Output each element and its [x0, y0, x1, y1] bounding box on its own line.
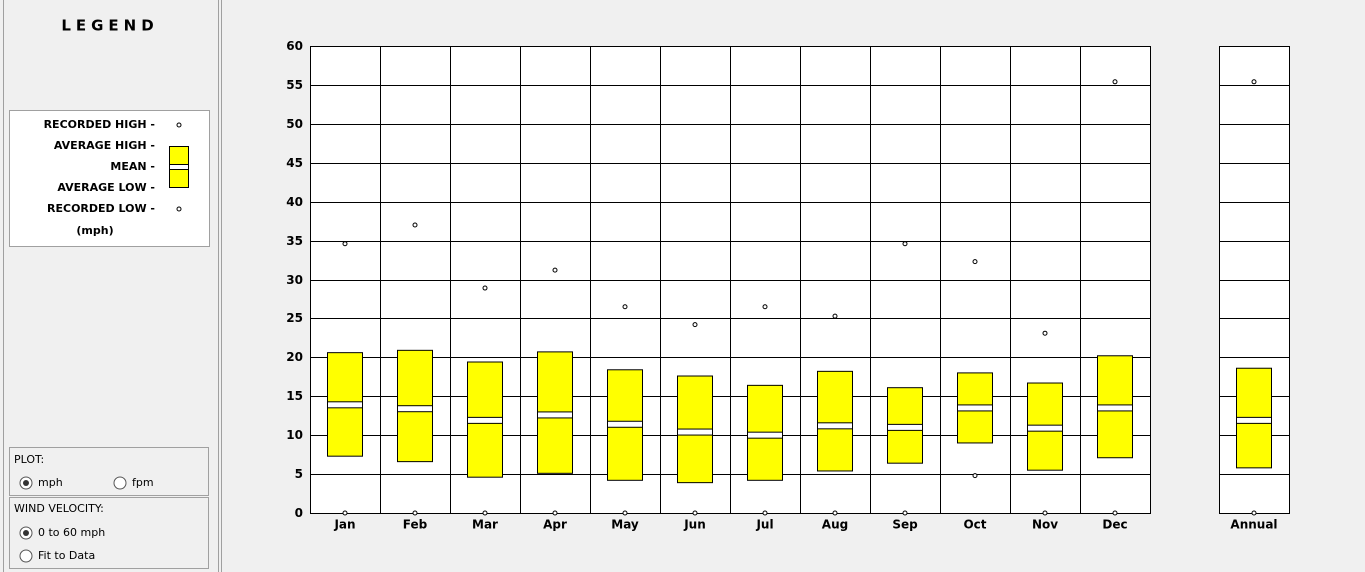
mean-band — [887, 423, 923, 431]
legend-unit: (mph) — [76, 224, 113, 237]
recorded-high-marker — [902, 241, 908, 247]
legend-mean-swatch — [169, 164, 189, 170]
mean-band — [1236, 416, 1272, 424]
recorded-high-marker — [1042, 330, 1048, 336]
plot-label: PLOT: — [14, 453, 44, 466]
x-tick-label: Jul — [755, 518, 773, 532]
legend-low-marker — [176, 206, 182, 212]
y-tick-label: 25 — [286, 311, 303, 325]
recorded-low-marker — [972, 473, 978, 479]
mean-band — [537, 411, 573, 419]
recorded-high-marker — [832, 313, 838, 319]
legend-item: RECORDED LOW - — [47, 202, 155, 215]
wind-label: WIND VELOCITY: — [14, 502, 104, 515]
recorded-low-marker — [1112, 510, 1118, 516]
radio-dot — [23, 530, 29, 536]
recorded-low-marker — [342, 510, 348, 516]
x-tick-label: Nov — [1032, 518, 1058, 532]
recorded-low-marker — [482, 510, 488, 516]
radio-label[interactable]: 0 to 60 mph — [38, 526, 105, 539]
y-tick-label: 10 — [286, 428, 303, 442]
mean-band — [747, 431, 783, 439]
radio-button[interactable] — [19, 549, 33, 563]
recorded-high-marker — [342, 241, 348, 247]
mean-band — [607, 420, 643, 428]
x-tick-label: Feb — [403, 518, 428, 532]
legend-item: AVERAGE HIGH - — [54, 139, 155, 152]
x-tick-label: Jan — [333, 518, 355, 532]
recorded-high-marker — [552, 267, 558, 273]
legend-high-marker — [176, 122, 182, 128]
box — [817, 370, 853, 472]
legend-item: RECORDED HIGH - — [44, 118, 155, 131]
radio-button[interactable] — [113, 476, 127, 490]
recorded-low-marker — [412, 510, 418, 516]
wind-group — [9, 497, 209, 569]
recorded-high-marker — [622, 304, 628, 310]
x-tick-label: Mar — [472, 518, 498, 532]
y-tick-label: 60 — [286, 39, 303, 53]
recorded-high-marker — [692, 322, 698, 328]
plot-group — [9, 447, 209, 496]
x-tick-label: Aug — [822, 518, 848, 532]
y-tick-label: 30 — [286, 273, 303, 287]
recorded-high-marker — [1112, 79, 1118, 85]
y-tick-label: 20 — [286, 350, 303, 364]
recorded-low-marker — [902, 510, 908, 516]
x-tick-label: Jun — [683, 518, 706, 532]
x-tick-label: May — [611, 518, 639, 532]
legend-title: LEGEND — [61, 17, 158, 35]
y-tick-label: 5 — [295, 467, 303, 481]
legend-item: AVERAGE LOW - — [57, 181, 155, 194]
x-tick-label: Sep — [892, 518, 918, 532]
y-tick-label: 40 — [286, 195, 303, 209]
radio-label[interactable]: mph — [38, 476, 63, 489]
recorded-low-marker — [622, 510, 628, 516]
mean-band — [467, 416, 503, 424]
mean-band — [1027, 424, 1063, 432]
recorded-high-marker — [482, 285, 488, 291]
mean-band — [817, 422, 853, 430]
recorded-low-marker — [692, 510, 698, 516]
radio-label[interactable]: fpm — [132, 476, 154, 489]
recorded-high-marker — [762, 304, 768, 310]
y-tick-label: 15 — [286, 389, 303, 403]
recorded-high-marker — [972, 259, 978, 265]
recorded-high-marker — [1251, 79, 1257, 85]
x-tick-label: Dec — [1102, 518, 1127, 532]
recorded-high-marker — [412, 222, 418, 228]
mean-band — [397, 405, 433, 413]
recorded-low-marker — [832, 510, 838, 516]
y-tick-label: 0 — [295, 506, 303, 520]
mean-band — [677, 428, 713, 436]
recorded-low-marker — [1251, 510, 1257, 516]
y-tick-label: 50 — [286, 117, 303, 131]
mean-band — [957, 404, 993, 412]
x-tick-label: Annual — [1230, 518, 1277, 532]
recorded-low-marker — [1042, 510, 1048, 516]
x-tick-label: Apr — [543, 518, 567, 532]
y-tick-label: 35 — [286, 234, 303, 248]
mean-band — [1097, 404, 1133, 412]
y-tick-label: 45 — [286, 156, 303, 170]
recorded-low-marker — [552, 510, 558, 516]
legend-item: MEAN - — [110, 160, 155, 173]
radio-dot — [23, 480, 29, 486]
x-tick-label: Oct — [963, 518, 986, 532]
radio-label[interactable]: Fit to Data — [38, 549, 95, 562]
mean-band — [327, 401, 363, 409]
y-tick-label: 55 — [286, 78, 303, 92]
recorded-low-marker — [762, 510, 768, 516]
